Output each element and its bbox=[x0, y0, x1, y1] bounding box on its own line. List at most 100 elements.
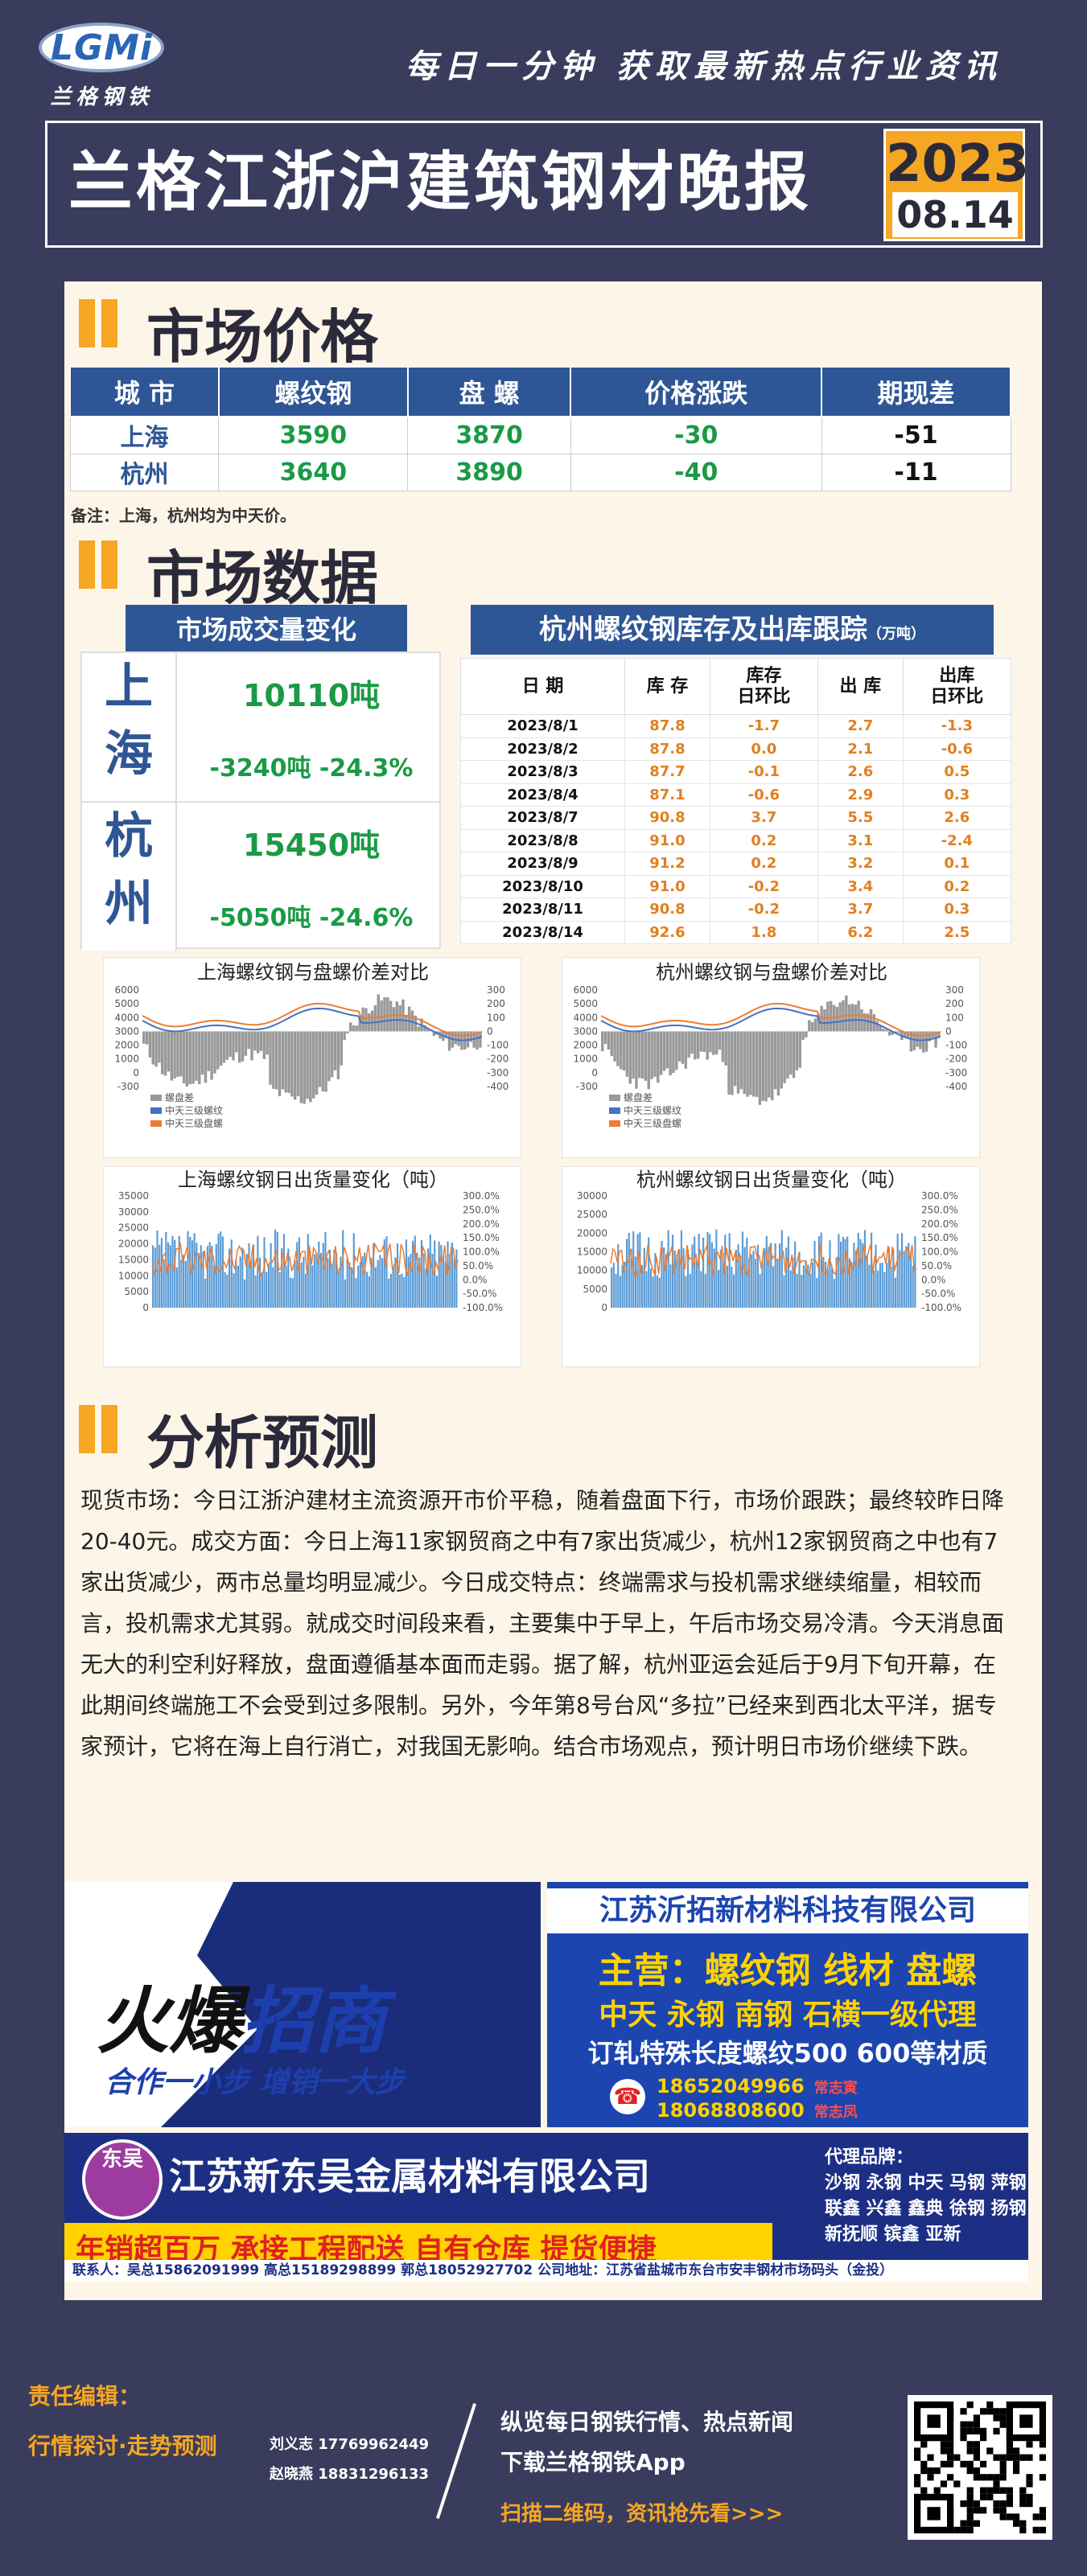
footer-cta[interactable]: 扫描二维码，资讯抢先看>>> bbox=[500, 2502, 784, 2526]
brand-line: 联鑫 兴鑫 鑫典 徐钢 扬钢 bbox=[825, 2199, 1027, 2219]
bar bbox=[702, 1031, 706, 1053]
bar bbox=[764, 1031, 768, 1102]
y-tick-label: 0 bbox=[142, 1302, 149, 1313]
bar bbox=[358, 1016, 361, 1032]
table-row: 2023/8/14 92.6 1.8 6.2 2.5 bbox=[459, 920, 1012, 944]
bar bbox=[213, 1265, 216, 1308]
bar bbox=[435, 1276, 439, 1308]
bar bbox=[903, 1031, 907, 1037]
bar bbox=[641, 1264, 644, 1308]
bar bbox=[887, 1247, 890, 1308]
bar bbox=[312, 1031, 315, 1099]
bar bbox=[620, 1031, 623, 1070]
bar bbox=[259, 1031, 263, 1051]
bar bbox=[420, 1239, 423, 1308]
bar bbox=[165, 1231, 167, 1308]
bar bbox=[429, 1234, 431, 1308]
table-cell: 2023/8/3 bbox=[459, 760, 626, 784]
y2-tick-label: -300 bbox=[487, 1067, 509, 1078]
table-cell: 90.8 bbox=[624, 898, 710, 922]
logo: LGMi 兰格钢铁 bbox=[35, 16, 168, 113]
series-line bbox=[600, 1002, 941, 1037]
bar bbox=[416, 1252, 418, 1308]
bar bbox=[807, 1264, 809, 1308]
bar bbox=[432, 1031, 436, 1037]
bar bbox=[916, 1031, 919, 1047]
bar bbox=[848, 1258, 851, 1308]
bar bbox=[831, 1267, 834, 1308]
bar bbox=[247, 1031, 250, 1050]
legend-swatch bbox=[150, 1120, 162, 1127]
bar bbox=[724, 1031, 727, 1066]
bar bbox=[211, 1245, 213, 1308]
bar bbox=[383, 1239, 385, 1308]
bar bbox=[309, 1031, 312, 1103]
rebar-price: 3590 bbox=[218, 416, 409, 454]
bar bbox=[311, 1265, 314, 1308]
bar bbox=[736, 1031, 740, 1094]
bar bbox=[662, 1031, 666, 1071]
ad-recruit[interactable]: 火爆招商 合作一小步 增销一大步 bbox=[64, 1882, 541, 2127]
bar bbox=[187, 1230, 189, 1308]
price-change: -40 bbox=[570, 453, 822, 491]
ad-yituo[interactable]: 江苏沂拓新材料科技有限公司 主营：螺纹钢 线材 盘螺 中天 永钢 南钢 石横一级… bbox=[547, 1882, 1028, 2127]
y-tick-label: 35000 bbox=[118, 1190, 149, 1202]
ad-phone: 18652049966 常志寅 bbox=[657, 2075, 858, 2097]
bar bbox=[718, 1031, 722, 1050]
bar bbox=[423, 1025, 426, 1032]
ad-xindongwu[interactable]: 东吴 江苏新东吴金属材料有限公司 年销超百万 承接工程配送 自有仓库 提货便捷 … bbox=[64, 2133, 1028, 2282]
bar bbox=[721, 1031, 725, 1062]
bar bbox=[601, 1031, 604, 1052]
bar bbox=[755, 1258, 757, 1308]
bar bbox=[702, 1237, 705, 1308]
bar bbox=[377, 994, 381, 1032]
ad-main: 主营：螺纹钢 线材 盘螺 bbox=[598, 1950, 978, 1991]
legend-label: 中天三级盘螺 bbox=[624, 1117, 681, 1129]
bar bbox=[863, 1230, 867, 1308]
bar bbox=[443, 1255, 445, 1308]
bar bbox=[792, 1257, 794, 1308]
bar bbox=[712, 1031, 715, 1055]
bar bbox=[820, 1232, 822, 1308]
bar bbox=[355, 1278, 357, 1308]
bar bbox=[226, 1274, 229, 1308]
ad-contact: 联系人：吴总15862091999 高总15189298899 郭总180529… bbox=[64, 2260, 1028, 2282]
bar bbox=[343, 1031, 346, 1041]
volume-amount: 15450吨 bbox=[242, 828, 381, 863]
bar bbox=[163, 1031, 167, 1076]
city: 杭州 bbox=[69, 453, 220, 491]
bar bbox=[361, 1256, 364, 1308]
bar bbox=[377, 1259, 379, 1308]
bar bbox=[862, 1243, 864, 1308]
bar bbox=[229, 1248, 231, 1308]
table-cell: 90.8 bbox=[624, 806, 710, 830]
table-cell: 3.7 bbox=[817, 898, 904, 922]
bar bbox=[678, 1249, 681, 1308]
bar bbox=[657, 1031, 660, 1083]
bar bbox=[313, 1254, 316, 1308]
bar bbox=[612, 1262, 615, 1308]
qr-code-icon[interactable] bbox=[908, 2395, 1052, 2540]
bar bbox=[281, 1031, 285, 1090]
bar bbox=[173, 1031, 176, 1079]
bar bbox=[267, 1264, 270, 1308]
basis: -11 bbox=[821, 453, 1011, 491]
bar bbox=[680, 1230, 683, 1308]
bar bbox=[909, 1031, 913, 1052]
bar bbox=[225, 1031, 229, 1060]
bar bbox=[628, 1232, 630, 1308]
price-note: 备注：上海，杭州均为中天价。 bbox=[71, 506, 296, 525]
bar bbox=[833, 1279, 836, 1308]
y-tick-label: 6000 bbox=[114, 984, 139, 996]
bar bbox=[298, 1237, 301, 1308]
bar bbox=[340, 1031, 343, 1066]
bar bbox=[373, 1243, 375, 1308]
city-label: 杭 州 bbox=[82, 803, 177, 951]
bar bbox=[896, 1234, 899, 1308]
bar bbox=[751, 1031, 756, 1097]
bar bbox=[826, 1001, 830, 1032]
bar bbox=[176, 1031, 179, 1077]
bar bbox=[639, 1232, 641, 1308]
series-line bbox=[600, 1007, 941, 1041]
bar bbox=[796, 1274, 798, 1308]
